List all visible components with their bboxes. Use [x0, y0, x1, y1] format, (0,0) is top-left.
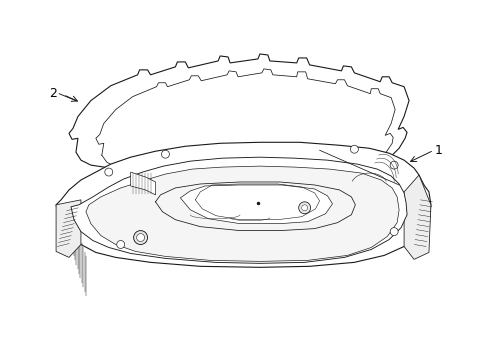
Circle shape [117, 240, 124, 248]
Polygon shape [130, 172, 155, 195]
Polygon shape [180, 185, 332, 224]
Circle shape [389, 228, 397, 235]
Circle shape [350, 145, 358, 153]
Polygon shape [403, 175, 430, 260]
Polygon shape [71, 157, 406, 264]
Text: 2: 2 [49, 87, 57, 100]
Text: 1: 1 [434, 144, 442, 157]
Circle shape [389, 161, 397, 169]
Polygon shape [56, 142, 430, 267]
Polygon shape [56, 200, 81, 257]
Polygon shape [86, 166, 398, 261]
Circle shape [161, 150, 169, 158]
Circle shape [301, 205, 307, 211]
Circle shape [133, 231, 147, 244]
Circle shape [298, 202, 310, 214]
Polygon shape [69, 54, 408, 176]
Circle shape [136, 234, 144, 242]
Circle shape [104, 168, 113, 176]
